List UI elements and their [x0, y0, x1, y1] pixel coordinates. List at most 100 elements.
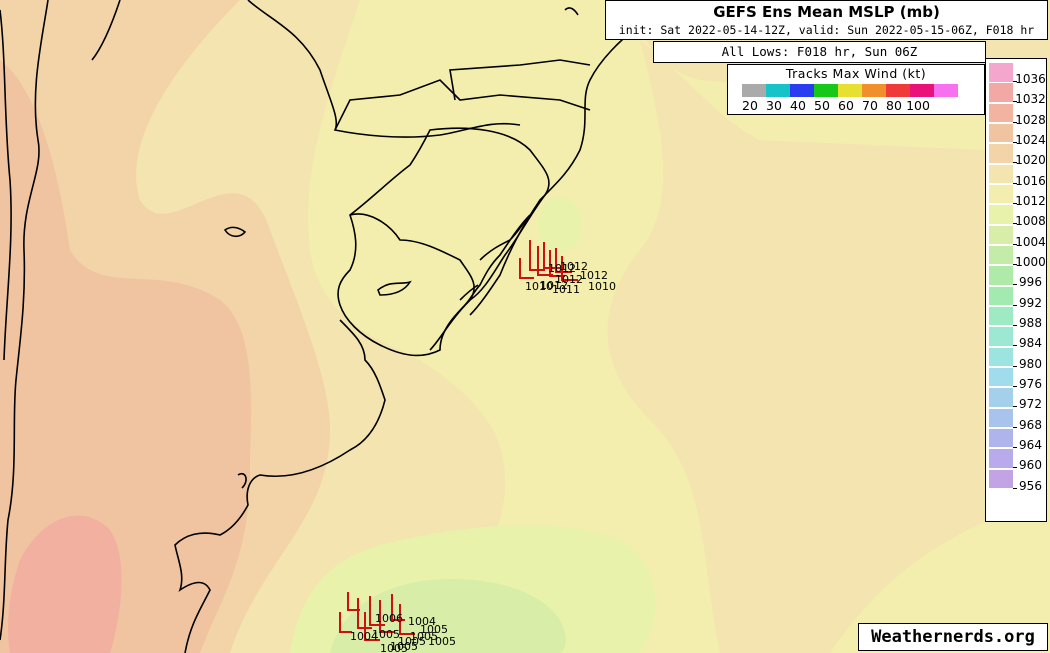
legend-tick [1013, 81, 1017, 82]
legend-swatch [989, 103, 1013, 123]
wind-swatch [790, 84, 814, 97]
legend-row: 980 [986, 347, 1046, 371]
wind-swatch-row [742, 84, 958, 97]
legend-swatch [989, 347, 1013, 367]
storm-cluster-south-labels: 1004 1005 1005 1005 1005 1006 1004 1005 … [350, 612, 456, 653]
legend-row: 960 [986, 448, 1046, 472]
legend-swatch [989, 123, 1013, 143]
legend-tick [1013, 101, 1017, 103]
storm-cluster-north [519, 240, 578, 281]
legend-tick [1013, 446, 1017, 448]
coast-west [0, 9, 12, 361]
legend-swatch [989, 205, 1013, 224]
cluster-label: 1005 [420, 623, 448, 636]
legend-row: 1000 [986, 245, 1046, 269]
legend-row: 964 [986, 428, 1046, 452]
pressure-band-1024 [0, 60, 252, 653]
legend-row: 1008 [986, 204, 1046, 228]
wind-swatch [862, 84, 886, 97]
andes-border [0, 0, 49, 641]
wind-label: 40 [790, 98, 806, 113]
legend-tick [1013, 487, 1017, 489]
legend-swatch [989, 306, 1013, 326]
legend-swatch [989, 286, 1013, 306]
bolivia-border [91, 0, 121, 61]
legend-tick [1013, 426, 1017, 428]
wind-label: 20 [742, 98, 758, 113]
cluster-label: 1012 [560, 260, 588, 273]
cluster-label: 1005 [390, 640, 418, 653]
brazil-coast [469, 24, 641, 316]
legend-swatch [989, 469, 1013, 489]
legend-label: 996 [1019, 275, 1042, 290]
legend-label: 988 [1019, 315, 1042, 330]
chart-subtitle: init: Sat 2022-05-14-12Z, valid: Sun 202… [618, 23, 1035, 37]
legend-label: 968 [1019, 417, 1042, 432]
island-2 [223, 226, 247, 238]
wind-swatch [766, 84, 790, 97]
legend-label: 1032 [1015, 92, 1046, 107]
tracks-legend-title: Tracks Max Wind (kt) [785, 66, 927, 81]
legend-swatch [989, 225, 1013, 245]
cluster-label: 1011 [552, 283, 580, 296]
legend-tick [1013, 365, 1017, 367]
legend-row: 956 [986, 469, 1046, 493]
legend-label: 964 [1019, 437, 1042, 452]
cluster-label: 1012 [555, 273, 583, 286]
legend-tick [1013, 182, 1017, 184]
legend-label: 1008 [1015, 214, 1046, 229]
legend-tick [1013, 263, 1017, 265]
legend-row: 976 [986, 367, 1046, 391]
legend-swatch [989, 164, 1013, 184]
legend-row: 984 [986, 326, 1046, 350]
legend-swatch [989, 245, 1013, 265]
legend-tick [1013, 324, 1017, 326]
watermark: Weathernerds.org [858, 623, 1048, 651]
legend-swatch [989, 144, 1013, 163]
cluster-label: 1006 [375, 612, 403, 625]
legend-label: 956 [1019, 478, 1042, 493]
coast-detail [564, 7, 579, 16]
cluster-label: 1005 [428, 635, 456, 648]
wind-swatch [838, 84, 862, 97]
cluster-label: 1012 [580, 269, 608, 282]
legend-row: 988 [986, 306, 1046, 330]
lows-label: All Lows: F018 hr, Sun 06Z [721, 44, 918, 59]
legend-tick [1013, 243, 1017, 245]
legend-label: 1020 [1015, 153, 1046, 168]
cluster-label: 1004 [350, 630, 378, 643]
cluster-label: 1005 [398, 635, 426, 648]
watermark-text: Weathernerds.org [871, 627, 1035, 647]
tracks-wind-legend: Tracks Max Wind (kt) 20 30 40 50 60 70 80 100 [727, 64, 985, 115]
legend-tick [1013, 121, 1017, 123]
legend-tick [1013, 284, 1017, 286]
legend-label: 1028 [1015, 112, 1046, 127]
legend-row: 996 [986, 265, 1046, 289]
legend-tick [1013, 141, 1017, 143]
pressure-band-1008-south [330, 579, 566, 653]
legend-swatch [989, 367, 1013, 387]
legend-swatch [989, 63, 1013, 82]
legend-tick [1013, 385, 1017, 387]
wind-labels-row: 20 30 40 50 60 70 80 100 [738, 98, 930, 113]
chart-title: GEFS Ens Mean MSLP (mb) [713, 3, 940, 21]
pressure-band-1012-north [538, 197, 582, 253]
legend-tick [1013, 406, 1017, 408]
cluster-label: 1005 [372, 628, 400, 641]
legend-label: 972 [1019, 397, 1042, 412]
storm-cluster-south [339, 592, 415, 641]
legend-row: 1012 [986, 184, 1046, 208]
legend-swatch [989, 266, 1013, 285]
legend-label: 1016 [1015, 173, 1046, 188]
legend-swatch [989, 408, 1013, 428]
wind-label: 30 [766, 98, 782, 113]
legend-row: 1036 [986, 62, 1046, 86]
pressure-band-1028 [8, 515, 122, 653]
wind-swatch [742, 84, 766, 97]
title-box: GEFS Ens Mean MSLP (mb) init: Sat 2022-0… [605, 0, 1048, 40]
legend-label: 992 [1019, 295, 1042, 310]
legend-row: 1004 [986, 225, 1046, 249]
legend-label: 1036 [1015, 72, 1046, 86]
brazil-state-border-2 [449, 59, 591, 101]
argentina-coast [174, 319, 386, 653]
